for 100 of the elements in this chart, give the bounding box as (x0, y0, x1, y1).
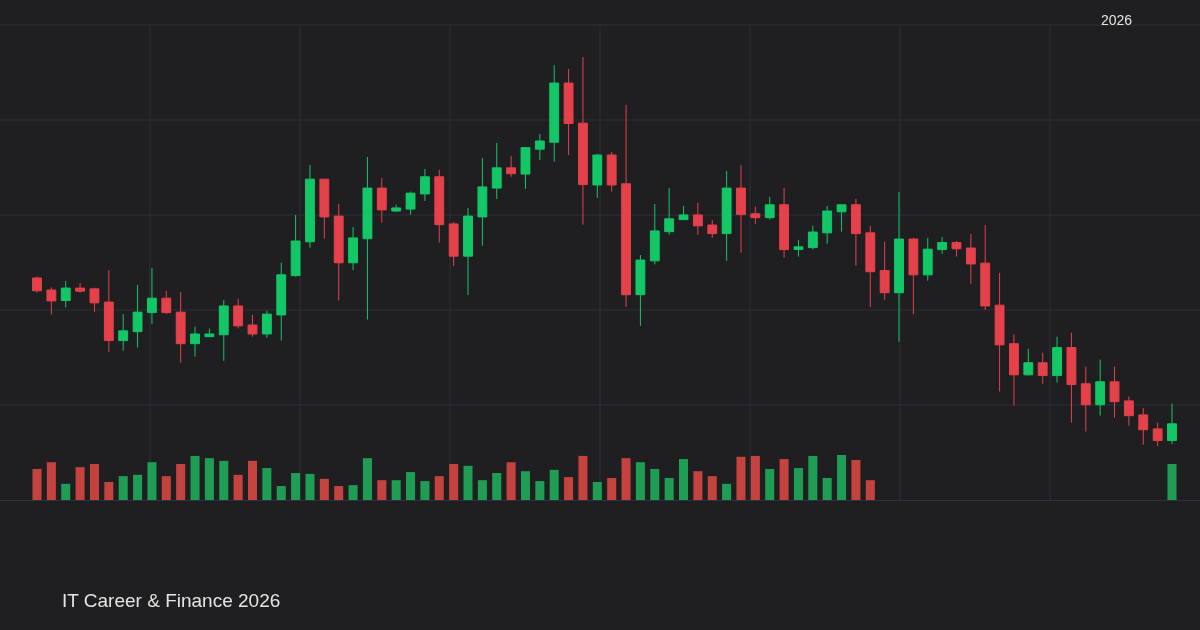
bar (391, 480, 401, 500)
candlestick (448, 221, 459, 267)
candlestick (1009, 333, 1019, 407)
bar (118, 476, 128, 500)
candlestick (491, 142, 502, 200)
bar (75, 467, 85, 500)
bar (161, 476, 171, 500)
candlestick (1138, 407, 1149, 446)
candlestick (32, 275, 42, 294)
candlestick (118, 313, 129, 352)
candlestick (1123, 396, 1134, 427)
bar (420, 481, 430, 500)
bar (693, 471, 703, 500)
candlestick (319, 178, 330, 240)
bar (707, 476, 717, 500)
candlestick (750, 206, 761, 225)
text: 2026 (1101, 12, 1133, 28)
bar (319, 478, 329, 500)
candlestick (204, 328, 215, 338)
candlestick (879, 241, 890, 301)
bar (736, 456, 746, 500)
candlestick (578, 56, 588, 226)
candlestick (649, 203, 660, 265)
bar (449, 464, 459, 500)
candlestick (721, 170, 732, 262)
candlestick (419, 168, 430, 202)
bar (89, 464, 99, 500)
candlestick (764, 196, 775, 221)
bar (176, 464, 186, 500)
bar (837, 455, 847, 500)
candlestick (937, 236, 948, 255)
candlestick (147, 267, 157, 325)
bar (564, 477, 574, 500)
bar (808, 455, 818, 500)
candlestick (563, 68, 574, 156)
candlestick (463, 207, 473, 296)
candlestick (822, 205, 833, 245)
bar (190, 455, 200, 500)
candlestick (75, 282, 86, 294)
candlestick (218, 299, 229, 362)
candlestick (1095, 359, 1106, 417)
candlestick (520, 146, 531, 190)
candlestick (247, 314, 258, 338)
candlestick (1109, 366, 1120, 419)
candlestick (1052, 336, 1062, 384)
candlestick (506, 155, 517, 178)
bar (578, 455, 588, 500)
text: IT Career & Finance 2026 (62, 590, 281, 611)
candlestick (161, 290, 172, 315)
candlestick (1152, 422, 1163, 447)
candlestick (534, 133, 545, 161)
bar (133, 474, 143, 500)
bar (46, 462, 56, 500)
bar (477, 480, 487, 500)
candlestick (376, 177, 387, 224)
candlestick (836, 204, 847, 233)
bar (664, 477, 674, 500)
candlestick (994, 272, 1005, 393)
bar (406, 472, 416, 500)
candlestick (305, 164, 315, 249)
bar (147, 462, 157, 500)
bar (822, 477, 832, 500)
candlestick (103, 269, 114, 353)
bar (793, 468, 803, 500)
bar (851, 459, 861, 500)
bar (434, 476, 444, 500)
candlestick (190, 326, 200, 358)
candlestick (1080, 366, 1091, 433)
candlestick (793, 239, 804, 258)
candlestick (692, 202, 703, 236)
candlestick (276, 262, 287, 342)
bar (750, 455, 760, 500)
candlestick (405, 191, 416, 216)
bar (621, 458, 631, 500)
candlestick (1037, 352, 1048, 385)
candlestick (621, 104, 631, 308)
bar (463, 465, 473, 500)
candlestick (635, 254, 646, 327)
bar (506, 462, 516, 500)
bar (262, 468, 272, 500)
candlestick (60, 280, 71, 309)
candlestick (980, 224, 991, 311)
candlestick (922, 237, 933, 282)
candlestick (807, 225, 818, 251)
bar (592, 482, 602, 500)
candlestick (736, 164, 746, 254)
bar (291, 473, 301, 500)
candlestick (175, 291, 186, 364)
candlestick (333, 203, 344, 302)
bar (247, 460, 258, 500)
bar (635, 462, 645, 500)
candlestick (1023, 348, 1034, 377)
bar (348, 485, 358, 500)
bar (233, 474, 243, 500)
bar (865, 480, 875, 500)
candlestick (606, 151, 617, 193)
bar (765, 468, 775, 500)
bar (678, 459, 689, 500)
candlestick (908, 237, 919, 315)
bar (520, 471, 531, 500)
